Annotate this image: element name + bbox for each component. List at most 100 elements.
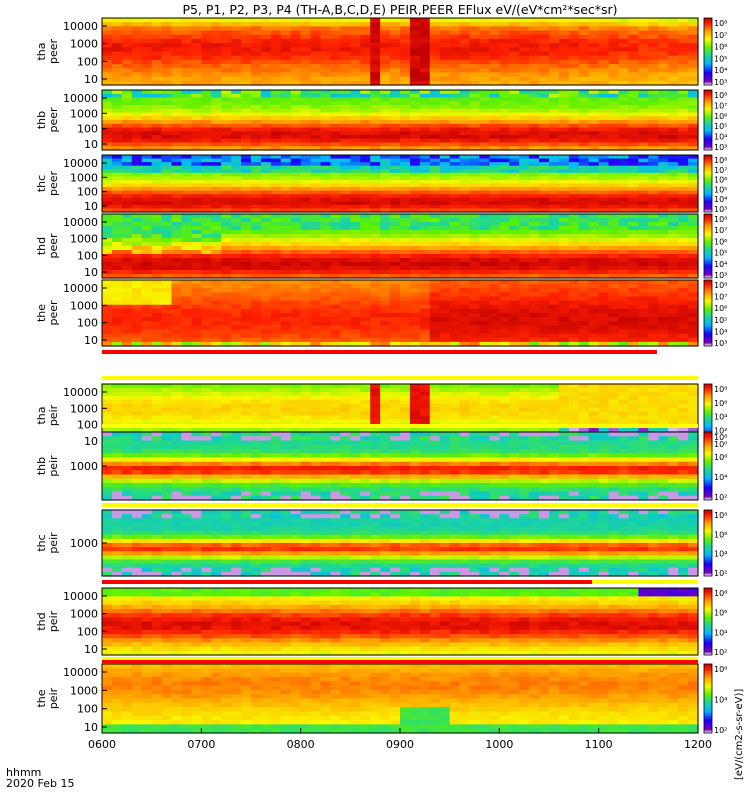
spectrogram-cell (439, 254, 451, 259)
spectrogram-cell (439, 187, 451, 192)
spectrogram-cell (231, 218, 242, 223)
spectrogram-cell (300, 266, 312, 271)
spectrogram-cell (251, 146, 262, 151)
spectrogram-cell (121, 222, 133, 227)
spectrogram-cell (400, 246, 411, 251)
spectrogram-cell (598, 190, 610, 195)
spectrogram-cell (370, 172, 381, 177)
spectrogram-cell (588, 254, 600, 259)
spectrogram-cell (638, 329, 649, 335)
spectrogram-cell (280, 250, 292, 255)
spectrogram-cell (608, 176, 620, 181)
spectrogram-cell (568, 218, 580, 223)
spectrogram-cell (111, 201, 123, 206)
spectrogram-cell (141, 411, 153, 417)
spectrogram-cell (280, 101, 292, 106)
spectrogram-cell (131, 208, 143, 213)
spectrogram-cell (390, 43, 401, 48)
spectrogram-cell (231, 34, 242, 40)
spectrogram-cell (390, 197, 401, 202)
spectrogram-cell (469, 183, 481, 188)
spectrogram-cell (598, 90, 610, 95)
spectrogram-cell (568, 329, 580, 335)
spectrogram-cell (161, 127, 173, 132)
spectrogram-cell (529, 183, 540, 188)
spectrogram-cell (380, 317, 391, 322)
spectrogram-cell (211, 313, 222, 318)
spectrogram-cell (688, 97, 699, 102)
colorbar-tick-label: 10⁵ (714, 54, 727, 63)
spectrogram-cell (360, 80, 371, 86)
spectrogram-cell (648, 55, 659, 61)
spectrogram-cell (519, 64, 530, 69)
spectrogram-cell (370, 90, 381, 95)
colorbar-tick-label: 10⁸ (714, 281, 727, 290)
spectrogram-cell (191, 208, 202, 213)
spectrogram-cell (131, 105, 143, 110)
spectrogram-cell (141, 321, 153, 326)
spectrogram-cell (211, 165, 222, 170)
spectrogram-cell (251, 112, 262, 117)
spectrogram-cell (151, 300, 163, 306)
spectrogram-cell (360, 208, 371, 213)
spectrogram-cell (390, 325, 401, 331)
spectrogram-cell (489, 288, 500, 293)
spectrogram-cell (280, 300, 292, 306)
spectrogram-cell (171, 146, 183, 151)
spectrogram-cell (429, 51, 441, 57)
spectrogram-cell (131, 280, 143, 285)
spectrogram-cell (221, 76, 232, 82)
spectrogram-cell (668, 30, 679, 36)
spectrogram-cell (409, 313, 421, 318)
spectrogram-cell (300, 317, 312, 322)
spectrogram-cell (648, 274, 659, 279)
spectrogram-cell (419, 108, 431, 114)
spectrogram-cell (191, 292, 202, 298)
spectrogram-cell (668, 101, 679, 106)
spectrogram-cell (648, 187, 659, 192)
spectrogram-cell (598, 131, 610, 136)
spectrogram-cell (191, 341, 202, 347)
spectrogram-cell (618, 162, 630, 167)
spectrogram-cell (211, 317, 222, 322)
spectrogram-cell (390, 165, 401, 170)
spectrogram-cell (688, 183, 699, 188)
spectrogram-cell (171, 317, 183, 322)
spectrogram-cell (479, 270, 490, 275)
spectrogram-cell (568, 26, 580, 32)
spectrogram-cell (251, 266, 262, 271)
spectrogram-cell (549, 169, 560, 174)
spectrogram-cell (598, 292, 610, 298)
spectrogram-cell (390, 280, 401, 285)
spectrogram-cell (151, 155, 163, 160)
spectrogram-cell (231, 230, 242, 235)
spectrogram-cell (469, 162, 481, 167)
spectrogram-cell (459, 123, 471, 129)
spectrogram-cell (111, 68, 123, 74)
spectrogram-cell (141, 80, 153, 86)
spectrogram-cell (469, 155, 481, 160)
spectrogram-cell (439, 230, 451, 235)
spectrogram-cell (102, 127, 113, 132)
spectrogram-cell (469, 308, 481, 314)
spectrogram-cell (598, 280, 610, 285)
spectrogram-cell (568, 120, 580, 125)
spectrogram-cell (429, 190, 441, 195)
spectrogram-cell (479, 325, 490, 331)
spectrogram-cell (588, 162, 600, 167)
spectrogram-cell (270, 142, 282, 147)
spectrogram-cell (549, 172, 560, 177)
spectrogram-cell (241, 250, 252, 255)
spectrogram-cell (658, 64, 669, 69)
spectrogram-cell (260, 321, 272, 326)
spectrogram-cell (608, 270, 620, 275)
spectrogram-cell (251, 280, 262, 285)
spectrogram-cell (469, 43, 481, 48)
spectrogram-cell (688, 112, 699, 117)
spectrogram-cell (539, 238, 550, 243)
spectrogram-cell (161, 242, 173, 247)
spectrogram-cell (648, 155, 659, 160)
spectrogram-cell (151, 411, 163, 417)
spectrogram-cell (668, 234, 679, 239)
spectrogram-cell (588, 155, 600, 160)
